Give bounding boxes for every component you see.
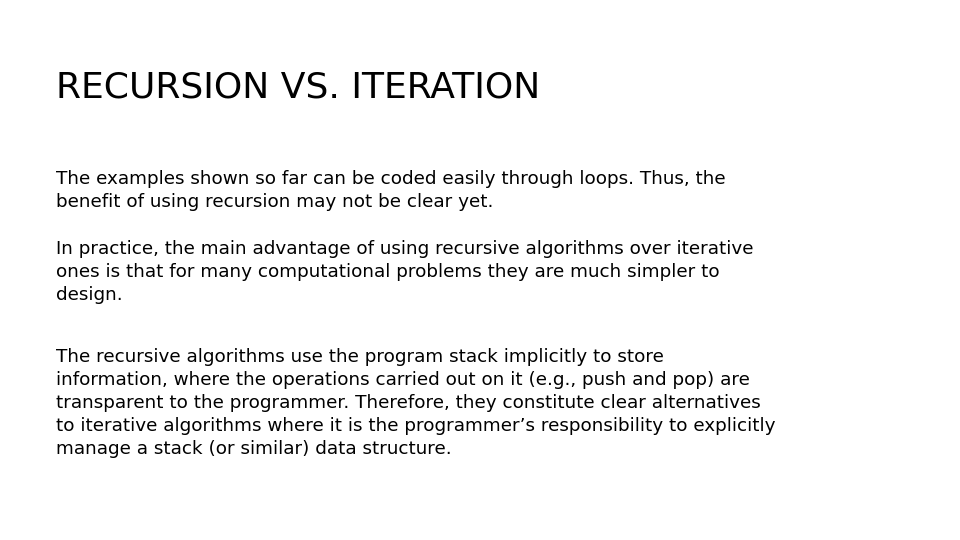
Text: In practice, the main advantage of using recursive algorithms over iterative
one: In practice, the main advantage of using… [56, 240, 754, 304]
Text: The recursive algorithms use the program stack implicitly to store
information, : The recursive algorithms use the program… [56, 348, 775, 458]
Text: The examples shown so far can be coded easily through loops. Thus, the
benefit o: The examples shown so far can be coded e… [56, 170, 726, 211]
Text: RECURSION VS. ITERATION: RECURSION VS. ITERATION [56, 70, 540, 104]
